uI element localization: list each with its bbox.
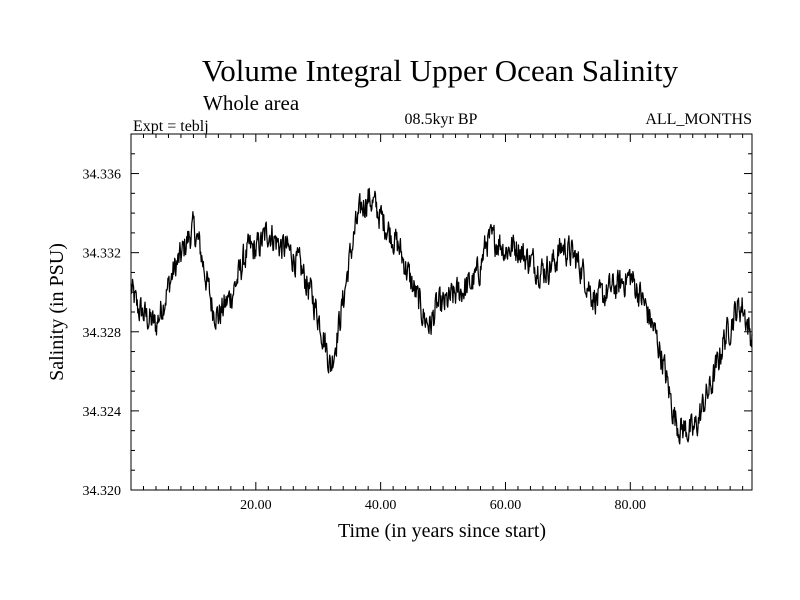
x-tick-label: 20.00 — [240, 498, 272, 513]
y-tick-label: 34.320 — [83, 484, 122, 499]
plot-frame — [130, 133, 753, 491]
y-tick-label: 34.332 — [83, 247, 122, 262]
x-tick-label: 60.00 — [490, 498, 522, 513]
x-axis-label: Time (in years since start) — [338, 520, 546, 542]
y-tick-label: 34.324 — [83, 405, 122, 420]
y-tick-label: 34.336 — [83, 168, 122, 183]
chart-title: Volume Integral Upper Ocean Salinity — [202, 53, 679, 88]
x-tick-label: 40.00 — [365, 498, 397, 513]
plot-area — [130, 187, 753, 445]
experiment-label: Expt = teblj — [133, 118, 209, 135]
x-tick-label: 80.00 — [615, 498, 647, 513]
months-label: ALL_MONTHS — [645, 111, 752, 128]
period-label: 08.5kyr BP — [405, 111, 478, 128]
y-axis-label: Salinity (in PSU) — [46, 243, 68, 381]
chart-subtitle: Whole area — [203, 91, 300, 115]
series-line-salinity — [130, 187, 753, 445]
x-axis-ticks: 20.00 40.00 60.00 80.00 — [142, 134, 744, 513]
y-tick-label: 34.328 — [83, 326, 122, 341]
y-axis-ticks: 34.320 34.324 34.328 34.332 34.336 — [83, 133, 752, 499]
